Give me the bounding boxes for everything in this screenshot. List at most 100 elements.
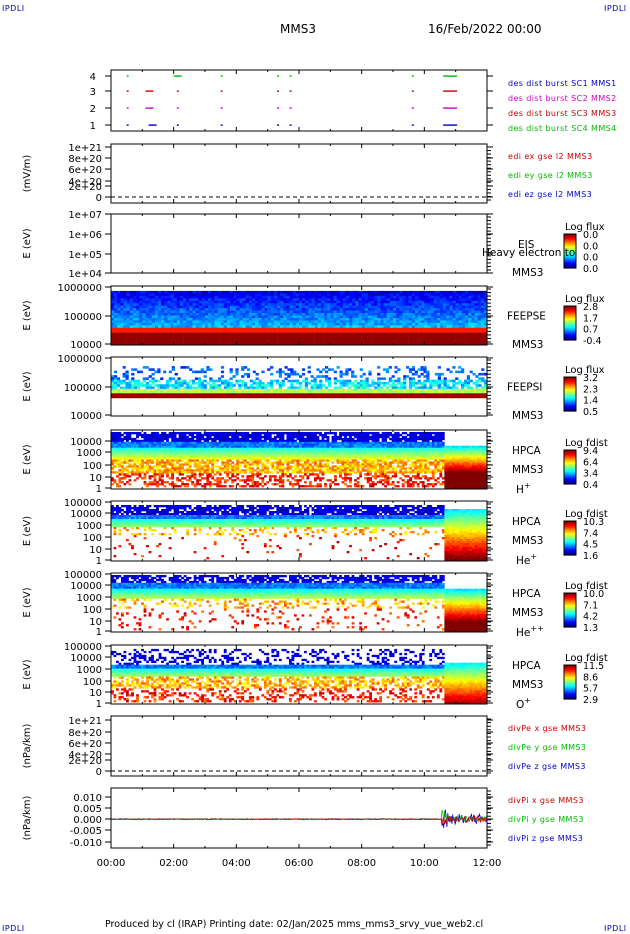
feepse-cell — [317, 337, 322, 341]
feepse-cell — [195, 335, 199, 338]
feepse-cell — [452, 337, 456, 341]
feepse-cell — [471, 308, 475, 311]
feepse-cell — [393, 322, 397, 326]
feepse-cell — [286, 337, 290, 341]
hpca_h-cell — [113, 432, 117, 435]
feepsi-cell — [304, 377, 308, 380]
feepse-cell — [289, 342, 293, 346]
hpca_h-cell — [123, 467, 127, 470]
feepsi-cell — [359, 391, 363, 394]
feepse-cell — [305, 310, 309, 314]
feepsi-cell — [388, 384, 392, 387]
feepse-cell — [164, 340, 168, 343]
feepse-cell — [192, 327, 196, 331]
feepse-cell — [167, 310, 171, 314]
feepse-cell — [267, 295, 272, 299]
feepse-cell — [352, 332, 356, 336]
feepsi-cell — [325, 391, 329, 394]
feepsi-cell — [151, 391, 155, 394]
feepse-cell — [179, 315, 184, 319]
feepse-cell — [267, 327, 272, 331]
feepse-cell — [443, 290, 447, 294]
feepse-cell — [305, 330, 309, 334]
feepse-cell — [452, 305, 456, 309]
feepsi-cell — [134, 386, 138, 390]
feepse-cell — [273, 313, 278, 316]
hpca_h-cell — [183, 441, 187, 445]
feepse-cell — [383, 322, 387, 326]
feepse-cell — [179, 290, 184, 294]
feepse-cell — [233, 303, 237, 306]
feepse-cell — [446, 318, 450, 321]
feepsi-cell — [232, 375, 236, 378]
feepse-cell — [136, 300, 140, 304]
feepse-cell — [361, 293, 366, 297]
feepse-cell — [352, 295, 356, 299]
feepsi-cell — [385, 386, 389, 390]
feepse-cell — [201, 322, 206, 326]
feepse-cell — [477, 308, 481, 311]
hpca_h-cell — [128, 432, 132, 435]
feepse-cell — [264, 315, 268, 319]
hpca_h-cell — [126, 441, 129, 445]
feepsi-cell — [200, 391, 204, 394]
feepse-cell — [346, 308, 350, 311]
hpca_h-cell — [166, 457, 169, 460]
feepse-cell — [367, 295, 372, 299]
feepse-cell — [440, 325, 444, 329]
feepsi-ytick-label: 100000 — [64, 383, 102, 394]
feepsi-cell — [380, 393, 384, 396]
feepse-cell — [273, 318, 278, 321]
feepsi-cell — [327, 368, 332, 371]
feepsi-cell — [134, 379, 138, 383]
feepse-cell — [436, 295, 441, 299]
feepsi-cell — [244, 393, 248, 396]
feepse-cell — [374, 335, 378, 338]
hpca_h-cell — [133, 437, 137, 441]
hpca_h-cell — [163, 433, 167, 437]
feepsi-cell — [264, 393, 268, 396]
feepse-cell — [336, 335, 340, 338]
feepse-cell — [161, 340, 165, 343]
feepsi-cell — [134, 384, 138, 387]
hpca_h-cell — [156, 483, 159, 486]
feepse-cell — [183, 320, 187, 324]
feepsi-cell — [174, 372, 178, 376]
feepsi-cell — [377, 366, 381, 369]
feepsi-cell — [313, 379, 317, 383]
hpca_h-cell — [126, 465, 129, 468]
burst-mark — [411, 124, 414, 126]
feepse-cell — [308, 327, 312, 331]
feepse-cell — [446, 322, 450, 326]
eis-ytick-label: 1e+05 — [68, 250, 102, 261]
feepse-cell — [430, 330, 434, 334]
hpca_h-cell — [141, 455, 144, 458]
feepse-cell — [273, 320, 278, 324]
feepse-cell — [220, 310, 225, 314]
hpca_h-cell — [173, 453, 177, 456]
feepse-cell — [258, 308, 262, 311]
feepse-cell — [317, 335, 322, 338]
feepsi-cell — [154, 384, 158, 387]
feepse-cell — [220, 332, 225, 336]
feepse-cell — [230, 313, 234, 316]
hpca_h-cell — [111, 439, 114, 443]
feepsi-colorbar-tick: 3.2 — [583, 373, 598, 384]
feepse-cell — [455, 303, 460, 306]
feepse-cell — [114, 318, 118, 321]
hpca_h-cell — [171, 459, 174, 462]
feepse-cell — [305, 325, 309, 329]
feepsi-cell — [371, 391, 375, 394]
hpca_h-cell — [186, 441, 189, 445]
feepse-cell — [114, 340, 118, 343]
feepse-cell — [142, 305, 146, 309]
feepse-cell — [333, 342, 337, 346]
feepsi-colorbar-tick: 0.5 — [583, 407, 598, 418]
feepsi-cell — [327, 393, 332, 396]
feepsi-cell — [246, 393, 251, 396]
feepse-cell — [286, 310, 290, 314]
feepsi-cell — [177, 384, 181, 387]
feepse-cell — [430, 318, 434, 321]
hpca_h-cell — [151, 447, 154, 450]
